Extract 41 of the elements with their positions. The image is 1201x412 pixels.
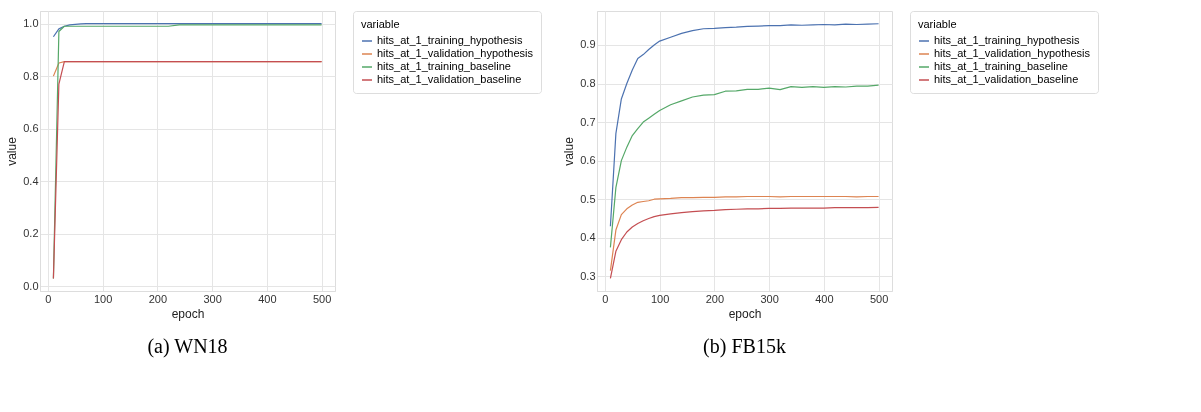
x-tick-label: 400 bbox=[815, 292, 834, 305]
legend-label: hits_at_1_training_hypothesis bbox=[377, 34, 524, 46]
legend-label: hits_at_1_validation_baseline bbox=[934, 73, 1079, 85]
x-tick-label: 500 bbox=[869, 292, 889, 305]
y-tick-label: 0.4 bbox=[23, 174, 39, 187]
x-tick-label: 400 bbox=[258, 292, 277, 305]
legend-title: variable bbox=[918, 18, 957, 30]
y-tick-label: 0.3 bbox=[580, 269, 596, 282]
x-axis-title: epoch bbox=[171, 306, 205, 321]
y-tick-label: 0.6 bbox=[23, 122, 39, 135]
x-tick-label: 300 bbox=[203, 292, 222, 305]
x-tick-label: 500 bbox=[312, 292, 332, 305]
text: (a) WN18 bbox=[147, 335, 228, 358]
y-axis-title: value bbox=[5, 136, 20, 166]
x-tick-label: 0 bbox=[602, 292, 609, 305]
text: (b) FB15k bbox=[703, 335, 786, 358]
y-tick-label: 0.9 bbox=[580, 38, 596, 51]
y-tick-label: 0.6 bbox=[580, 154, 596, 167]
x-tick-label: 300 bbox=[760, 292, 779, 305]
legend-label: hits_at_1_training_hypothesis bbox=[934, 34, 1081, 46]
y-tick-label: 0.5 bbox=[580, 192, 596, 205]
y-tick-label: 0.0 bbox=[23, 279, 39, 292]
legend-title: variable bbox=[361, 18, 400, 30]
x-tick-label: 0 bbox=[45, 292, 52, 305]
x-tick-label: 200 bbox=[148, 292, 168, 305]
legend-label: hits_at_1_validation_baseline bbox=[377, 73, 522, 85]
y-tick-label: 1.0 bbox=[23, 17, 39, 30]
x-tick-label: 100 bbox=[93, 292, 113, 305]
x-tick-label: 200 bbox=[705, 292, 725, 305]
y-axis-title: value bbox=[562, 136, 577, 166]
y-tick-label: 0.7 bbox=[580, 115, 596, 128]
y-tick-label: 0.8 bbox=[580, 77, 596, 90]
y-tick-label: 0.4 bbox=[580, 231, 596, 244]
x-tick-label: 100 bbox=[650, 292, 670, 305]
legend-label: hits_at_1_training_baseline bbox=[934, 60, 1068, 72]
y-tick-label: 0.2 bbox=[23, 227, 39, 240]
legend-label: hits_at_1_training_baseline bbox=[377, 60, 511, 72]
x-axis-title: epoch bbox=[728, 306, 762, 321]
legend-label: hits_at_1_validation_hypothesis bbox=[934, 47, 1091, 59]
y-tick-label: 0.8 bbox=[23, 69, 39, 82]
legend-label: hits_at_1_validation_hypothesis bbox=[377, 47, 534, 59]
